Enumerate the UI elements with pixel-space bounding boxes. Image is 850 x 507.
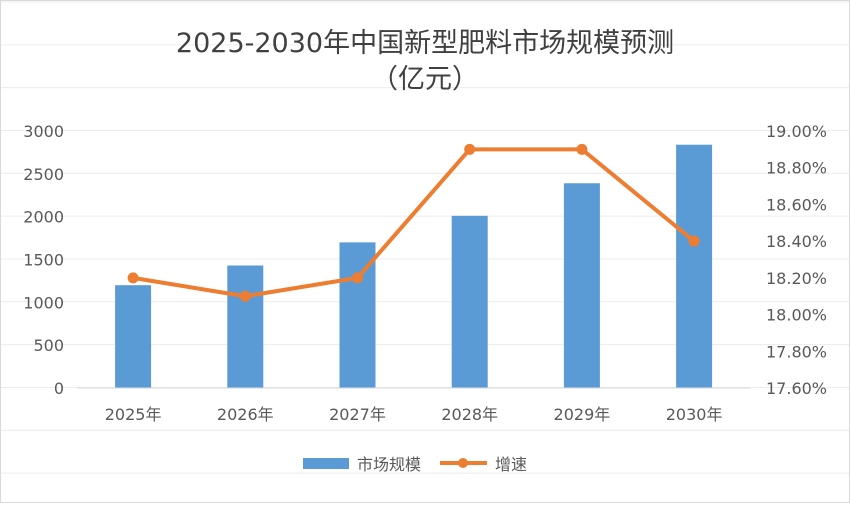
x-tick-label: 2027年 (329, 405, 386, 424)
bar (115, 285, 152, 388)
bar-series (115, 144, 713, 388)
y-right-tick: 17.80% (766, 342, 827, 361)
growth-point (239, 290, 251, 302)
left-axis: 0 500 1000 1500 2000 2500 3000 (23, 122, 64, 398)
x-axis: 2025年 2026年 2027年 2028年 2029年 2030年 (77, 387, 751, 424)
bar (227, 265, 264, 388)
x-tick-label: 2029年 (554, 405, 611, 424)
y-left-tick: 3000 (23, 122, 64, 141)
growth-point (352, 272, 363, 284)
chart-subtitle: （亿元） (371, 64, 479, 95)
growth-point (464, 143, 476, 155)
x-tick-label: 2025年 (105, 405, 162, 424)
y-left-tick: 0 (54, 379, 64, 398)
y-right-tick: 18.20% (766, 269, 827, 288)
x-tick-label: 2026年 (217, 405, 274, 424)
x-tick-label: 2028年 (441, 405, 498, 424)
x-tick-label: 2030年 (666, 405, 723, 424)
growth-point (576, 143, 588, 155)
growth-point (127, 272, 139, 284)
chart-title: 2025-2030年中国新型肥料市场规模预测 (176, 28, 674, 59)
y-right-tick: 17.60% (766, 379, 827, 398)
y-left-tick: 1000 (23, 293, 64, 312)
growth-line (132, 147, 696, 299)
y-right-tick: 19.00% (766, 122, 827, 141)
y-right-tick: 18.80% (766, 159, 827, 178)
right-axis: 17.60% 17.80% 18.00% 18.20% 18.40% 18.60% 18.8… (766, 122, 827, 398)
y-left-tick: 2000 (23, 208, 64, 227)
bar (563, 183, 600, 388)
bar (451, 215, 488, 388)
y-left-tick: 2500 (23, 165, 64, 184)
growth-point (688, 235, 700, 247)
legend: 市场规模 增速 (303, 455, 527, 474)
bar (676, 144, 713, 388)
y-right-tick: 18.60% (766, 195, 827, 214)
y-right-tick: 18.00% (766, 306, 827, 325)
legend-label-line: 增速 (495, 455, 527, 474)
line-series (127, 143, 700, 302)
y-left-tick: 1500 (23, 251, 64, 270)
legend-label-bar: 市场规模 (357, 455, 421, 474)
legend-swatch-bar (303, 458, 349, 469)
y-right-tick: 18.40% (766, 232, 827, 251)
legend-marker-line (458, 458, 468, 468)
y-left-tick: 500 (33, 336, 64, 355)
